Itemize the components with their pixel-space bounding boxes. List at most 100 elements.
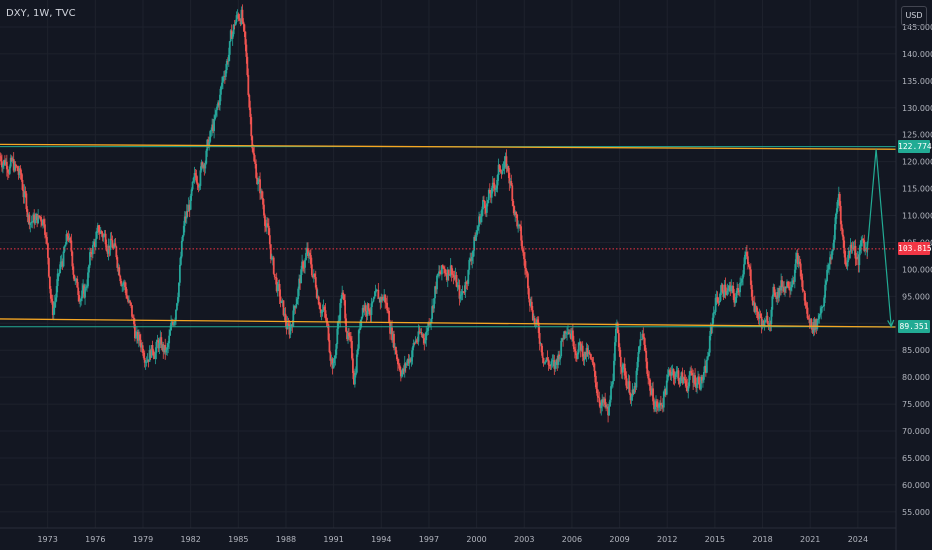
candle-body <box>805 305 808 308</box>
candle-body <box>316 296 319 298</box>
candle-body <box>399 370 402 377</box>
candle-body <box>845 264 848 267</box>
candle-body <box>93 241 96 247</box>
candle-body <box>606 406 609 408</box>
candle-body <box>255 163 258 178</box>
time-axis[interactable]: 1973 1976 1979 1982 1985 1988 1991 1994 1997 2000… <box>37 535 868 544</box>
candle-body <box>277 283 280 285</box>
candle-body <box>447 269 450 276</box>
candle-body <box>744 254 746 265</box>
candle-body <box>394 346 396 349</box>
candle-body <box>423 338 426 344</box>
candle-body <box>109 238 112 251</box>
candle-body <box>374 291 377 297</box>
candle-body <box>309 255 312 265</box>
candle-body <box>545 357 548 362</box>
candle-body <box>589 353 592 359</box>
candle-body <box>89 252 91 266</box>
x-tick-label: 2009 <box>609 535 629 544</box>
candle-body <box>360 316 363 320</box>
candle-body <box>35 213 38 220</box>
candle-body <box>441 265 444 268</box>
candle-body <box>698 376 700 384</box>
candle-body <box>43 219 45 225</box>
candle-body <box>341 292 344 299</box>
candle-body <box>381 297 384 301</box>
candle-body <box>397 364 400 366</box>
price-axis[interactable]: 55.000 60.000 65.000 70.000 75.000 80.000 85.0… <box>902 23 932 517</box>
candle-body <box>739 282 741 293</box>
candle-body <box>313 273 316 278</box>
candle-body <box>422 334 425 339</box>
candle-body <box>97 225 100 233</box>
candle-body <box>682 377 685 384</box>
candle-body <box>823 297 826 307</box>
candle-body <box>121 284 124 286</box>
candle-body <box>732 286 735 294</box>
candle-body <box>692 375 695 383</box>
candle-body <box>310 264 313 276</box>
candle-body <box>236 14 239 16</box>
candle-body <box>590 358 593 360</box>
candle-body <box>604 398 607 405</box>
candle-body <box>648 378 651 380</box>
candle-body <box>418 331 421 333</box>
candle-body <box>442 267 445 269</box>
candle-body <box>518 224 521 226</box>
candle-body <box>550 361 553 366</box>
candle-body <box>196 182 199 185</box>
candle-body <box>132 316 134 318</box>
candle-body <box>779 287 782 291</box>
candle-body <box>215 110 217 116</box>
candle-body <box>269 244 272 259</box>
candle-body <box>312 273 315 278</box>
candle-body <box>580 345 583 351</box>
candle-body <box>46 236 48 244</box>
candle-body <box>641 333 644 340</box>
candle-body <box>117 267 120 269</box>
data-source: TVC <box>55 8 76 19</box>
candle-body <box>251 136 254 149</box>
candle-body <box>175 309 177 320</box>
symbol-legend[interactable]: DXY, 1W, TVC <box>6 8 76 19</box>
candle-body <box>347 333 349 340</box>
candle-body <box>721 284 724 292</box>
candle-body <box>730 286 733 292</box>
candle-body <box>29 223 32 225</box>
candle-body <box>766 315 769 324</box>
candle-body <box>0 156 2 162</box>
candle-body <box>324 310 327 319</box>
candle-body <box>456 286 459 288</box>
candle-body <box>822 306 825 307</box>
candle-body <box>305 253 307 260</box>
candle-body <box>754 306 757 313</box>
candle-body <box>496 175 499 186</box>
candle-body <box>304 259 306 268</box>
y-tick-label: 95.000 <box>902 292 930 301</box>
candle-body <box>797 261 800 265</box>
candle-body <box>366 303 369 316</box>
candle-body <box>326 321 329 325</box>
candle-body <box>588 352 591 354</box>
candle-body <box>342 292 345 296</box>
candle-body <box>738 290 740 293</box>
candle-body <box>395 346 397 355</box>
candle-body <box>62 251 65 267</box>
candle-body <box>27 214 30 218</box>
currency-button[interactable]: USD <box>901 6 927 26</box>
candle-body <box>302 261 304 268</box>
candle-body <box>802 290 805 292</box>
candle-body <box>372 298 375 302</box>
x-tick-label: 2021 <box>800 535 820 544</box>
candle-body <box>780 280 783 291</box>
candle-body <box>636 361 639 371</box>
candle-body <box>293 306 296 311</box>
candle-body <box>798 261 801 264</box>
candle-body <box>47 243 49 258</box>
candle-body <box>768 323 771 327</box>
candle-body <box>421 334 424 336</box>
candle-body <box>337 320 340 329</box>
candle-body <box>564 331 566 334</box>
candle-body <box>561 338 564 341</box>
